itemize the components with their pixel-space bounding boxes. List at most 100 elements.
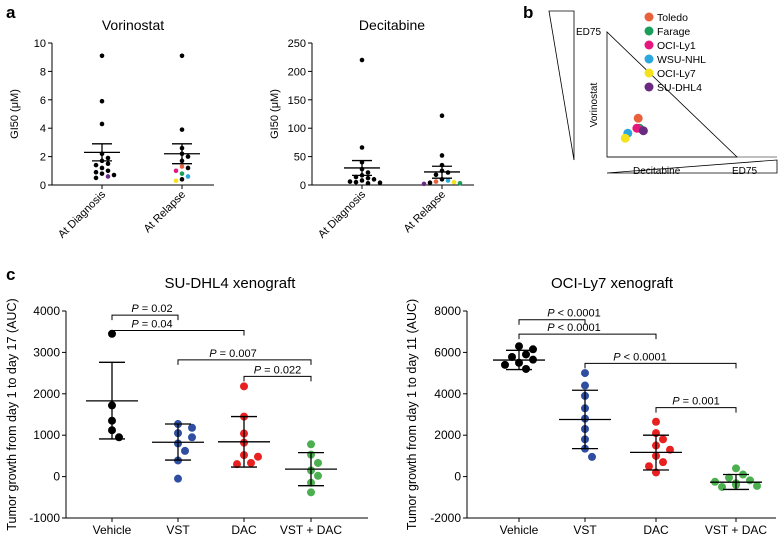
y-tick-label: -2000 bbox=[430, 511, 461, 525]
data-point bbox=[188, 433, 196, 442]
data-point bbox=[115, 433, 123, 442]
y-tick-label: 100 bbox=[288, 123, 306, 135]
y-tick-label: 200 bbox=[288, 66, 306, 78]
data-point bbox=[638, 126, 648, 136]
legend-label: Toledo bbox=[657, 12, 688, 24]
data-point bbox=[254, 452, 262, 461]
data-point bbox=[233, 460, 241, 469]
data-point bbox=[522, 350, 530, 359]
data-point bbox=[732, 464, 740, 473]
data-point bbox=[433, 172, 439, 178]
vorinostat-dose-wedge bbox=[548, 10, 575, 161]
data-point bbox=[247, 458, 255, 467]
comparison-bracket bbox=[584, 362, 737, 369]
data-point bbox=[427, 180, 433, 186]
data-point bbox=[314, 471, 322, 480]
comparison-bracket bbox=[177, 359, 312, 365]
y-tick-label: 2 bbox=[40, 152, 46, 164]
data-point bbox=[240, 382, 248, 391]
data-point bbox=[746, 476, 754, 485]
legend-marker bbox=[644, 26, 654, 36]
comparison-bracket bbox=[111, 329, 245, 336]
comparison-bracket bbox=[243, 375, 312, 382]
panel-letter-a: a bbox=[6, 3, 16, 22]
data-point bbox=[185, 154, 191, 159]
panel-letter-b: b bbox=[523, 3, 533, 22]
y-tick-label: 4000 bbox=[33, 304, 60, 318]
data-point bbox=[93, 169, 99, 175]
y-tick-label: 2000 bbox=[434, 428, 461, 442]
y-tick-label: 10 bbox=[34, 38, 46, 50]
data-point bbox=[179, 53, 185, 59]
data-point bbox=[353, 179, 359, 185]
x-axis-label: Decitabine bbox=[633, 166, 681, 177]
data-point bbox=[105, 161, 111, 166]
data-point bbox=[307, 440, 315, 449]
data-point bbox=[314, 458, 322, 467]
p-value-label: P = 0.02 bbox=[131, 303, 172, 315]
y-axis-label: GI50 (μM) bbox=[269, 89, 281, 139]
legend-marker bbox=[644, 40, 654, 50]
decitabine-dose-wedge bbox=[606, 159, 778, 174]
data-point bbox=[173, 178, 179, 184]
data-point bbox=[588, 452, 596, 461]
x-tick-label: At Relapse bbox=[142, 189, 189, 236]
y-axis-label: Tumor growth from day 1 to day 11 (AUC) bbox=[405, 299, 419, 530]
data-point bbox=[633, 113, 643, 123]
data-point bbox=[93, 175, 99, 181]
chart-oci-ly7-xenograft: OCI-Ly7 xenograft -2000 0 2000 4000 6000 8000 T… bbox=[405, 275, 776, 536]
data-point bbox=[179, 177, 185, 182]
ed75-vorinostat-label: ED75 bbox=[576, 27, 601, 38]
data-point bbox=[365, 170, 371, 175]
data-point bbox=[439, 113, 445, 119]
p-value-label: P = 0.001 bbox=[672, 396, 719, 408]
y-axis-label: GI50 (μM) bbox=[9, 89, 21, 139]
chart-su-dhl4-xenograft: SU-DHL4 xenograft -1000 0 1000 2000 3000 4000 T… bbox=[5, 275, 368, 536]
data-point bbox=[421, 181, 427, 187]
p-value-label: P = 0.007 bbox=[209, 348, 256, 360]
data-point bbox=[174, 474, 182, 483]
legend-label: OCI-Ly7 bbox=[657, 68, 696, 80]
data-point bbox=[377, 180, 383, 186]
y-tick-label: 0 bbox=[300, 180, 306, 192]
x-tick-label: At Diagnosis bbox=[316, 188, 369, 241]
x-tick-label: VST + DAC bbox=[705, 523, 767, 536]
legend-marker bbox=[644, 54, 654, 64]
p-value-label: P = 0.04 bbox=[131, 318, 172, 330]
data-point bbox=[659, 458, 667, 467]
x-tick-label: Vehicle bbox=[500, 523, 539, 536]
legend-label: WSU-NHL bbox=[657, 54, 706, 66]
x-tick-label: VST bbox=[573, 523, 597, 536]
y-tick-label: 1000 bbox=[33, 428, 60, 442]
p-value-label: P = 0.022 bbox=[254, 364, 301, 376]
data-point bbox=[173, 168, 179, 174]
data-point bbox=[105, 174, 111, 179]
legend-marker bbox=[644, 82, 654, 92]
y-tick-label: 6000 bbox=[434, 345, 461, 359]
y-axis-label: Vorinostat bbox=[589, 83, 600, 128]
data-point bbox=[99, 171, 105, 176]
data-point bbox=[185, 174, 191, 179]
comparison-bracket bbox=[518, 319, 586, 325]
data-point bbox=[515, 342, 523, 351]
y-tick-label: 4000 bbox=[434, 387, 461, 401]
data-point bbox=[105, 155, 111, 161]
legend-marker bbox=[644, 68, 654, 78]
y-axis-label: Tumor growth from day 1 to day 17 (AUC) bbox=[5, 298, 19, 530]
panel-letter-c: c bbox=[6, 265, 15, 284]
data-point bbox=[359, 145, 365, 150]
x-tick-label: DAC bbox=[231, 523, 257, 536]
y-tick-label: 0 bbox=[40, 180, 46, 192]
data-point bbox=[181, 446, 189, 455]
p-value-label: P < 0.0001 bbox=[547, 322, 601, 334]
legend-marker bbox=[644, 12, 654, 22]
data-point bbox=[359, 57, 365, 63]
data-point bbox=[105, 168, 111, 174]
data-point bbox=[99, 165, 105, 171]
data-point bbox=[179, 127, 185, 132]
legend-label: SU-DHL4 bbox=[657, 82, 702, 94]
data-point bbox=[99, 121, 105, 127]
data-point bbox=[179, 164, 185, 169]
legend-label: OCI-Ly1 bbox=[657, 40, 696, 52]
